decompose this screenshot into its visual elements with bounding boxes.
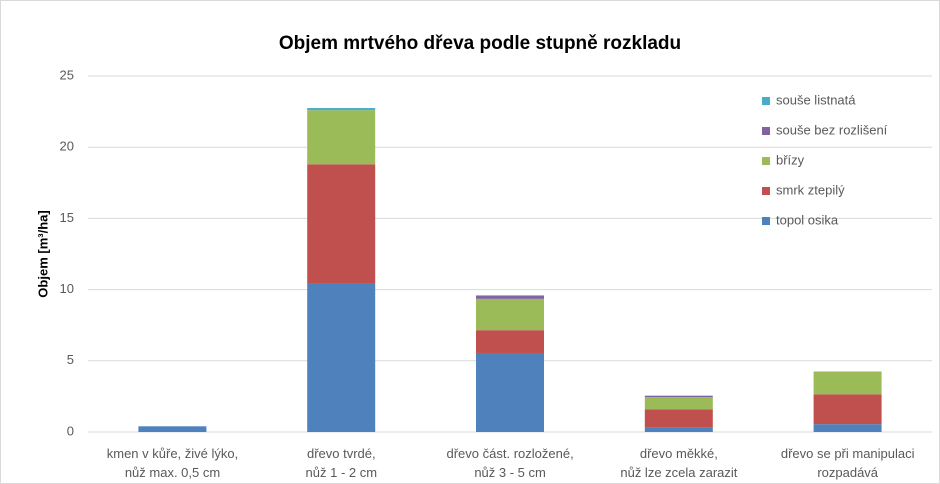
bar-segment	[476, 298, 544, 331]
bar-segment	[476, 296, 544, 299]
bar-segment	[307, 108, 376, 111]
legend-swatch	[762, 127, 770, 135]
x-tick-label: dřevo se při manipulaci rozpadává	[780, 446, 915, 480]
y-tick-label: 5	[67, 352, 74, 367]
bar-segment	[307, 164, 376, 284]
bar-segment	[644, 395, 713, 398]
bar-segment	[813, 371, 882, 395]
y-tick-label: 20	[60, 139, 74, 154]
y-tick-label: 10	[60, 281, 74, 296]
bar-segment	[138, 426, 207, 432]
bar-segment	[644, 409, 713, 428]
bar-segment	[476, 330, 544, 353]
legend-label: břízy	[776, 152, 805, 167]
x-tick-label: dřevo tvrdé, nůž 1 - 2 cm	[305, 446, 378, 480]
legend-swatch	[762, 97, 770, 105]
bar-segment	[813, 394, 882, 425]
bar-segment	[644, 427, 713, 432]
y-tick-label: 0	[67, 423, 74, 438]
legend-swatch	[762, 217, 770, 225]
bar-segment	[307, 110, 376, 165]
chart-title: Objem mrtvého dřeva podle stupně rozklad…	[279, 33, 681, 54]
bar-segment	[476, 295, 544, 297]
bar-segment	[476, 352, 544, 432]
legend-swatch	[762, 187, 770, 195]
bar-segment	[813, 424, 882, 432]
bar-segment	[307, 283, 376, 432]
bar-segment	[644, 397, 713, 410]
legend-label: souše bez rozlišení	[776, 122, 888, 137]
y-tick-label: 15	[60, 210, 74, 225]
x-tick-label: dřevo část. rozložené, nůž 3 - 5 cm	[446, 446, 574, 480]
legend-label: topol osika	[776, 212, 839, 227]
y-tick-label: 25	[60, 67, 74, 82]
legend-label: smrk ztepilý	[776, 182, 845, 197]
y-axis-label: Objem [m³/ha]	[35, 210, 50, 297]
legend-label: souše listnatá	[776, 92, 856, 107]
legend-swatch	[762, 157, 770, 165]
x-tick-label: kmen v kůře, živé lýko, nůž max. 0,5 cm	[106, 446, 239, 480]
x-tick-label: dřevo měkké, nůž lze zcela zarazit	[620, 446, 738, 480]
